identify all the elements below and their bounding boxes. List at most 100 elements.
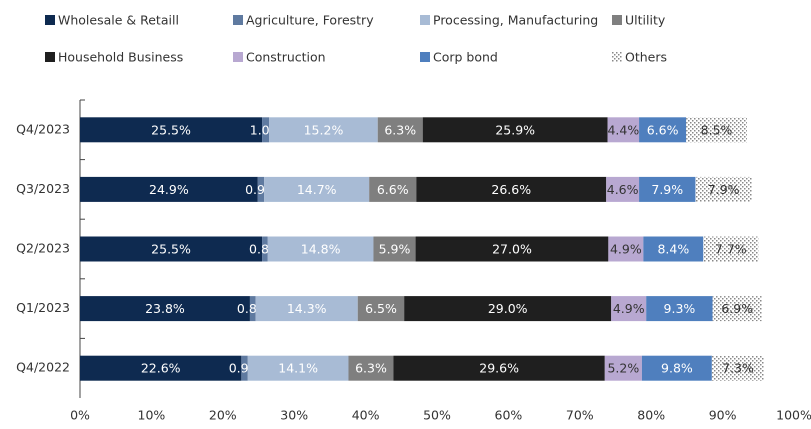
value-label: 4.4% xyxy=(607,122,639,137)
y-tick-label: Q1/2023 xyxy=(16,300,70,315)
bar-segment xyxy=(255,296,358,322)
bar-segment xyxy=(422,117,608,143)
x-tick-label: 100% xyxy=(776,408,811,423)
value-label: 14.7% xyxy=(297,182,337,197)
value-label: 14.8% xyxy=(301,242,341,257)
bar-segment xyxy=(357,296,405,322)
value-label: 14.3% xyxy=(287,301,327,316)
bar-segment xyxy=(80,296,250,322)
value-label: 5.2% xyxy=(607,361,639,376)
value-label: 6.5% xyxy=(365,301,397,316)
legend-label: Agriculture, Forestry xyxy=(246,13,374,28)
bar-segment xyxy=(80,236,263,262)
legend-label: Wholesale & Retaill xyxy=(58,13,179,28)
value-label: 29.0% xyxy=(488,301,528,316)
legend-swatch xyxy=(233,52,243,62)
legend-label: Ultility xyxy=(625,13,666,28)
value-label: 24.9% xyxy=(149,182,189,197)
y-tick-label: Q3/2023 xyxy=(16,181,70,196)
x-tick-label: 10% xyxy=(138,408,166,423)
value-label: 29.6% xyxy=(479,361,519,376)
value-label: 5.9% xyxy=(379,242,411,257)
legend-swatch xyxy=(420,15,430,25)
value-label: 7.7% xyxy=(715,242,747,257)
legend-swatch xyxy=(420,52,430,62)
bar-segment xyxy=(267,236,374,262)
value-label: 6.3% xyxy=(355,361,387,376)
bar-segment xyxy=(393,355,605,381)
bar-segment xyxy=(639,176,696,202)
bar-segment xyxy=(639,117,687,143)
value-label: 6.3% xyxy=(384,122,416,137)
bar-segment xyxy=(348,355,394,381)
value-label: 25.9% xyxy=(495,122,535,137)
value-label: 14.1% xyxy=(278,361,318,376)
bar-segment xyxy=(686,117,747,143)
legend-label: Corp bond xyxy=(433,50,498,65)
bar-segment xyxy=(80,176,258,202)
bar-segment xyxy=(377,117,423,143)
value-label: 7.3% xyxy=(722,361,754,376)
bar-segment xyxy=(241,355,248,381)
y-tick-label: Q4/2023 xyxy=(16,121,70,136)
value-label: 26.6% xyxy=(491,182,531,197)
legend-swatch xyxy=(612,52,622,62)
legend-swatch xyxy=(233,15,243,25)
x-tick-label: 20% xyxy=(209,408,237,423)
value-label: 4.6% xyxy=(607,182,639,197)
legend-swatch xyxy=(45,15,55,25)
legend-label: Household Business xyxy=(58,50,183,65)
legend-swatch xyxy=(612,15,622,25)
bar-segment xyxy=(604,355,642,381)
bar-segment xyxy=(712,296,762,322)
bar-segment xyxy=(711,355,765,381)
bar-segment xyxy=(80,355,242,381)
bar-segment xyxy=(608,236,644,262)
value-label: 22.6% xyxy=(141,361,181,376)
x-tick-label: 40% xyxy=(352,408,380,423)
value-label: 4.9% xyxy=(610,242,642,257)
value-label: 25.5% xyxy=(151,242,191,257)
bar-segment xyxy=(416,176,607,202)
legend-label: Construction xyxy=(246,50,326,65)
bar-segment xyxy=(695,176,752,202)
x-tick-label: 30% xyxy=(280,408,308,423)
legend-label: Processing, Manufacturing xyxy=(433,13,598,28)
bar-segment xyxy=(607,117,640,143)
x-tick-label: 80% xyxy=(637,408,665,423)
value-label: 23.8% xyxy=(145,301,185,316)
bar-segment xyxy=(369,176,417,202)
value-label: 7.9% xyxy=(651,182,683,197)
bar-segment xyxy=(415,236,609,262)
bar-segment xyxy=(80,117,263,143)
bar-segment xyxy=(641,355,712,381)
value-label: 6.9% xyxy=(721,301,753,316)
value-label: 8.4% xyxy=(657,242,689,257)
x-tick-label: 0% xyxy=(70,408,90,423)
bar-segment xyxy=(606,176,640,202)
bar-segment xyxy=(247,355,349,381)
value-label: 25.5% xyxy=(151,122,191,137)
value-label: 6.6% xyxy=(377,182,409,197)
value-label: 9.8% xyxy=(661,361,693,376)
value-label: 9.3% xyxy=(664,301,696,316)
x-tick-label: 60% xyxy=(495,408,523,423)
bar-segment xyxy=(643,236,704,262)
bar-segment xyxy=(262,236,268,262)
x-tick-label: 50% xyxy=(423,408,451,423)
value-label: 4.9% xyxy=(613,301,645,316)
x-tick-label: 70% xyxy=(566,408,594,423)
y-tick-label: Q4/2022 xyxy=(16,360,70,375)
value-label: 15.2% xyxy=(304,122,344,137)
bar-segment xyxy=(646,296,713,322)
value-label: 7.9% xyxy=(708,182,740,197)
x-tick-label: 90% xyxy=(709,408,737,423)
value-label: 27.0% xyxy=(492,242,532,257)
bar-segment xyxy=(249,296,256,322)
y-tick-label: Q2/2023 xyxy=(16,241,70,256)
value-label: 8.5% xyxy=(701,122,733,137)
bar-segment xyxy=(404,296,612,322)
value-label: 6.6% xyxy=(647,122,679,137)
bar-segment xyxy=(264,176,370,202)
